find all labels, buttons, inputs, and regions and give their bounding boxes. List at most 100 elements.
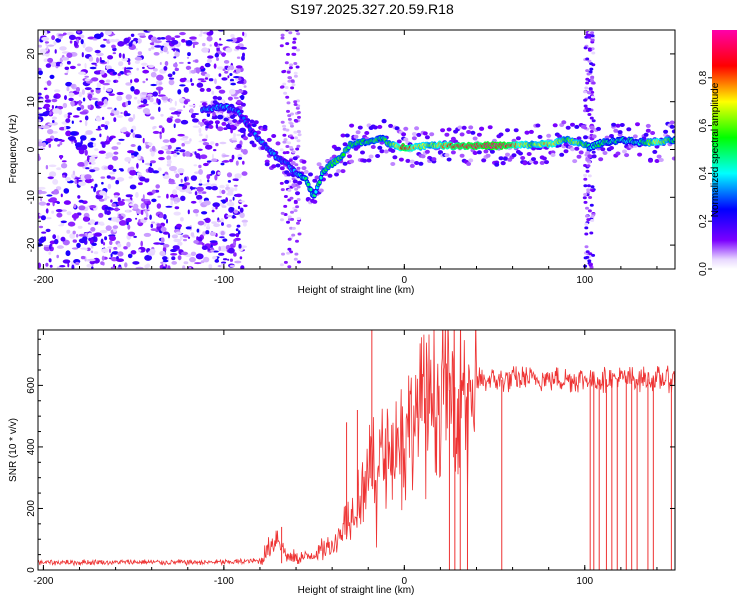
noise-speckle [121, 199, 125, 202]
noise-speckle [177, 255, 182, 261]
noise-speckle [110, 176, 116, 180]
noise-speckle [38, 119, 41, 122]
noise-speckle [149, 162, 153, 167]
noise-speckle [98, 79, 105, 84]
noise-speckle [103, 38, 107, 41]
ridge-halo [511, 153, 517, 158]
noise-speckle [66, 31, 74, 36]
noise-speckle [198, 33, 203, 37]
noise-speckle [81, 89, 85, 95]
x-tick-label: -200 [33, 275, 53, 286]
ridge-halo [221, 121, 227, 126]
noise-speckle [171, 234, 178, 239]
noise-speckle [234, 173, 242, 179]
noise-speckle [140, 240, 143, 247]
noise-speckle [206, 174, 211, 180]
noise-speckle [163, 261, 166, 267]
noise-speckle [84, 78, 91, 82]
ridge-halo [446, 157, 452, 162]
noise-speckle [181, 38, 186, 43]
ridge-halo [671, 156, 675, 161]
noise-speckle [233, 184, 238, 187]
noise-speckle [47, 44, 55, 47]
noise-speckle [583, 177, 588, 181]
noise-speckle [585, 206, 589, 210]
x-tick-label: -100 [214, 576, 234, 587]
noise-speckle [61, 163, 68, 169]
noise-speckle [151, 221, 156, 224]
noise-speckle [582, 196, 587, 200]
noise-speckle [107, 107, 113, 110]
noise-speckle [63, 200, 71, 205]
noise-speckle [219, 37, 222, 41]
noise-speckle [196, 82, 204, 88]
noise-speckle [219, 188, 222, 195]
noise-speckle [280, 188, 285, 192]
noise-speckle [235, 45, 241, 50]
noise-speckle [45, 217, 52, 220]
noise-speckle [109, 248, 111, 253]
ridge-halo [295, 191, 300, 196]
noise-speckle [117, 243, 122, 248]
noise-speckle [94, 183, 98, 188]
noise-speckle [130, 129, 134, 133]
noise-speckle [72, 170, 76, 175]
noise-speckle [585, 69, 590, 73]
noise-speckle [283, 91, 288, 95]
ridge-halo [208, 124, 214, 129]
ridge-halo [262, 124, 268, 129]
noise-speckle [116, 142, 122, 145]
noise-speckle [109, 235, 116, 241]
noise-speckle [590, 219, 595, 222]
noise-speckle [587, 113, 592, 116]
noise-speckle [214, 41, 218, 47]
noise-speckle [132, 261, 140, 265]
noise-speckle [233, 252, 237, 257]
noise-speckle [217, 114, 224, 120]
noise-speckle [111, 251, 119, 255]
noise-speckle [295, 106, 300, 110]
ridge-halo [487, 125, 493, 130]
ridge-halo [576, 154, 582, 159]
noise-speckle [292, 46, 297, 50]
noise-speckle [55, 38, 62, 43]
noise-speckle [51, 210, 55, 214]
noise-speckle [133, 235, 137, 238]
noise-speckle [80, 135, 87, 141]
noise-speckle [129, 184, 137, 190]
noise-speckle [46, 107, 50, 111]
noise-speckle [241, 171, 248, 176]
noise-speckle [227, 258, 230, 261]
noise-speckle [230, 78, 234, 82]
noise-speckle [583, 46, 588, 50]
noise-speckle [280, 33, 285, 37]
noise-speckle [80, 104, 85, 110]
noise-speckle [177, 109, 183, 112]
noise-speckle [159, 131, 162, 135]
ridge-halo [565, 125, 571, 130]
noise-speckle [84, 87, 92, 91]
noise-speckle [183, 140, 191, 145]
noise-speckle [111, 146, 119, 150]
noise-speckle [583, 98, 588, 102]
noise-speckle [297, 133, 302, 137]
noise-speckle [84, 248, 88, 251]
noise-speckle [583, 173, 587, 177]
ridge-halo [468, 158, 474, 163]
noise-speckle [150, 160, 156, 164]
noise-speckle [585, 33, 590, 37]
noise-speckle [135, 191, 139, 198]
noise-speckle [67, 221, 76, 227]
noise-speckle [58, 224, 64, 227]
noise-speckle [111, 44, 116, 49]
noise-speckle [584, 245, 589, 249]
noise-speckle [202, 142, 210, 146]
noise-speckle [135, 266, 144, 269]
ridge-halo [632, 134, 638, 139]
ridge-halo [264, 162, 270, 167]
noise-speckle [287, 141, 292, 145]
noise-speckle [117, 200, 125, 206]
noise-speckle [40, 215, 47, 221]
noise-speckle [60, 220, 67, 224]
ridge-halo [513, 128, 519, 133]
